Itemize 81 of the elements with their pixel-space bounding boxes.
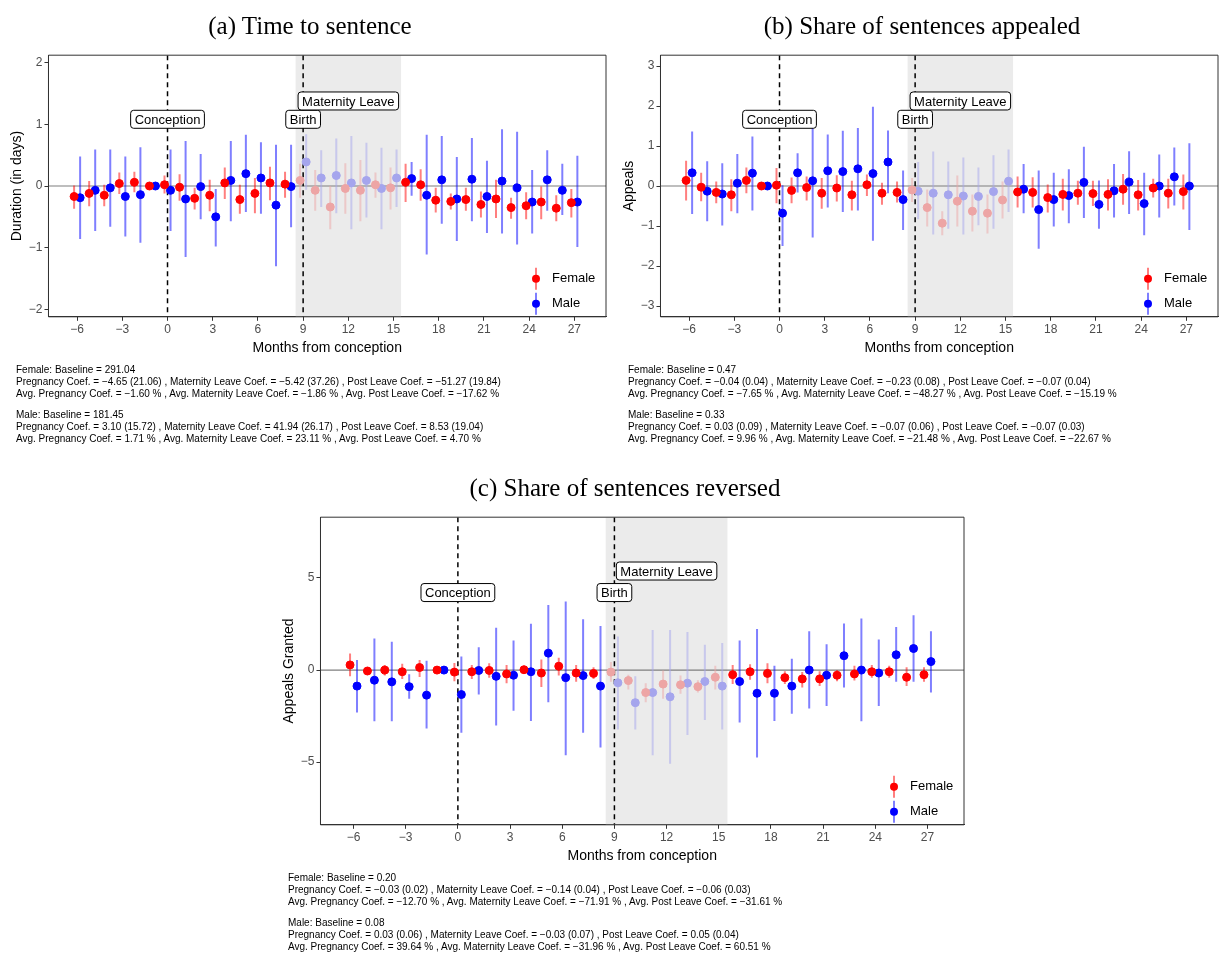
x-tick-label: −6 (682, 322, 697, 337)
x-tick-label: 9 (911, 322, 919, 337)
legend-label: Female (552, 270, 596, 286)
x-tick-label: 12 (659, 830, 674, 845)
text: Female: Baseline = 291.04 Pregnancy Coef. = −4.65 (21.06) , Maternity Leave Coef. = −5.42 (37.26) , Post Leave Coef. = −51.27 (19.84) Avg. Pregnancy Coef. = −1.60 % , Avg. Maternity Leave Coef. = −1.86 % , Avg. Post Leave Coef. = −17.62 % (16, 364, 502, 400)
x-tick-label: 3 (506, 830, 514, 845)
ref-line-label: Birth (601, 585, 628, 601)
y-axis-title: Duration (in days) (8, 130, 25, 242)
band-label: Maternity Leave (620, 563, 713, 579)
x-axis-title: Months from conception (864, 339, 1014, 356)
legend-label: Male (552, 295, 581, 311)
x-tick-label: 24 (522, 322, 537, 337)
x-tick-label: 15 (712, 830, 726, 845)
x-tick-label: 15 (386, 322, 401, 337)
x-tick-label: −3 (115, 322, 130, 337)
ref-line-label: Conception (134, 111, 201, 127)
x-axis-title: Months from conception (252, 339, 402, 356)
x-tick-label: 0 (776, 322, 784, 337)
x-tick-label: 6 (254, 322, 262, 337)
x-tick-label: 6 (558, 830, 566, 845)
band-label: Maternity Leave (914, 93, 1007, 109)
y-tick-label: 2 (647, 98, 655, 113)
x-tick-label: 12 (341, 322, 356, 337)
y-tick-label: 3 (647, 58, 655, 73)
x-tick-label: 24 (1134, 322, 1149, 337)
legend-label: Female (1164, 270, 1208, 286)
y-tick-label: 0 (307, 662, 315, 677)
x-tick-label: 21 (816, 830, 831, 845)
x-tick-label: 3 (209, 322, 217, 337)
x-axis-title: Months from conception (567, 847, 717, 864)
x-tick-label: −3 (398, 830, 413, 845)
x-tick-label: 0 (454, 830, 462, 845)
text: Female: Baseline = 0.47 Pregnancy Coef. = −0.04 (0.04) , Maternity Leave Coef. = −0.23 (0.08) , Post Leave Coef. = −0.07 (0.04) Avg. Pregnancy Coef. = −7.65 % , Avg. Maternity Leave Coef. = −48.27 % , Avg. Post Leave Coef. = −15.19 % (628, 364, 1118, 400)
y-tick-label: 5 (307, 570, 315, 585)
legend-label: Female (910, 778, 954, 794)
x-tick-label: −6 (70, 322, 85, 337)
y-axis-title: Appeals (620, 160, 637, 212)
x-tick-label: 9 (299, 322, 307, 337)
x-tick-label: 21 (477, 322, 491, 337)
y-tick-label: 1 (647, 138, 655, 153)
y-tick-label: 0 (647, 178, 655, 193)
x-tick-label: 21 (1089, 322, 1103, 337)
x-tick-label: 18 (1044, 322, 1058, 337)
y-tick-label: 1 (35, 116, 43, 131)
text: Female: Baseline = 0.20 Pregnancy Coef. = −0.03 (0.02) , Maternity Leave Coef. = −0.14 (0.04) , Post Leave Coef. = −0.06 (0.03) Avg. Pregnancy Coef. = −12.70 % , Avg. Maternity Leave Coef. = −71.91 % , Avg. Post Leave Coef. = −31.61 % (288, 872, 784, 908)
chart-title: (b) Share of sentences appealed (762, 11, 1082, 42)
x-tick-label: 27 (1179, 322, 1194, 337)
y-tick-label: 2 (35, 54, 43, 69)
chart-title: (a) Time to sentence (207, 11, 413, 42)
x-tick-label: 0 (164, 322, 172, 337)
y-tick-label: −2 (28, 301, 43, 316)
ref-line-label: Birth (901, 111, 929, 127)
y-tick-label: 0 (35, 178, 43, 193)
x-tick-label: −3 (727, 322, 742, 337)
text: Male: Baseline = 0.08 Pregnancy Coef. = 0.03 (0.06) , Maternity Leave Coef. = −0.03 (0.07) , Post Leave Coef. = 0.05 (0.04) Avg. Pregnancy Coef. = 39.64 % , Avg. Maternity Leave Coef. = −31.96 % , Avg. Post Leave Coef. = 60.51 % (288, 917, 772, 953)
y-tick-label: −2 (640, 258, 655, 273)
ref-line-label: Conception (424, 585, 491, 601)
x-tick-label: 18 (432, 322, 446, 337)
x-tick-label: 24 (868, 830, 883, 845)
x-tick-label: 9 (611, 830, 619, 845)
x-tick-label: −6 (346, 830, 361, 845)
x-tick-label: 15 (998, 322, 1013, 337)
x-tick-label: 6 (866, 322, 874, 337)
text: Male: Baseline = 0.33 Pregnancy Coef. = 0.03 (0.09) , Maternity Leave Coef. = −0.07 (0.06) , Post Leave Coef. = −0.07 (0.03) Avg. Pregnancy Coef. = 9.96 % , Avg. Maternity Leave Coef. = −21.48 % , Avg. Post Leave Coef. = −22.67 % (628, 409, 1112, 445)
y-tick-label: −5 (300, 754, 315, 769)
ref-line-label: Birth (289, 111, 317, 127)
legend-label: Male (1164, 295, 1193, 311)
y-tick-label: −1 (28, 240, 43, 255)
band-label: Maternity Leave (302, 93, 395, 109)
y-tick-label: −1 (640, 218, 655, 233)
chart-title: (c) Share of sentences reversed (468, 473, 782, 504)
y-tick-label: −3 (640, 298, 655, 313)
x-tick-label: 27 (567, 322, 582, 337)
ref-line-label: Conception (746, 111, 813, 127)
legend-label: Male (910, 803, 939, 819)
x-tick-label: 12 (953, 322, 968, 337)
y-axis-title: Appeals Granted (280, 618, 297, 724)
x-tick-label: 3 (821, 322, 829, 337)
x-tick-label: 18 (764, 830, 778, 845)
x-tick-label: 27 (920, 830, 935, 845)
text: Male: Baseline = 181.45 Pregnancy Coef. = 3.10 (15.72) , Maternity Leave Coef. = 41.94 (26.17) , Post Leave Coef. = 8.53 (19.04) Avg. Pregnancy Coef. = 1.71 % , Avg. Maternity Leave Coef. = 23.11 % , Avg. Post Leave Coef. = 4.70 % (16, 409, 485, 445)
